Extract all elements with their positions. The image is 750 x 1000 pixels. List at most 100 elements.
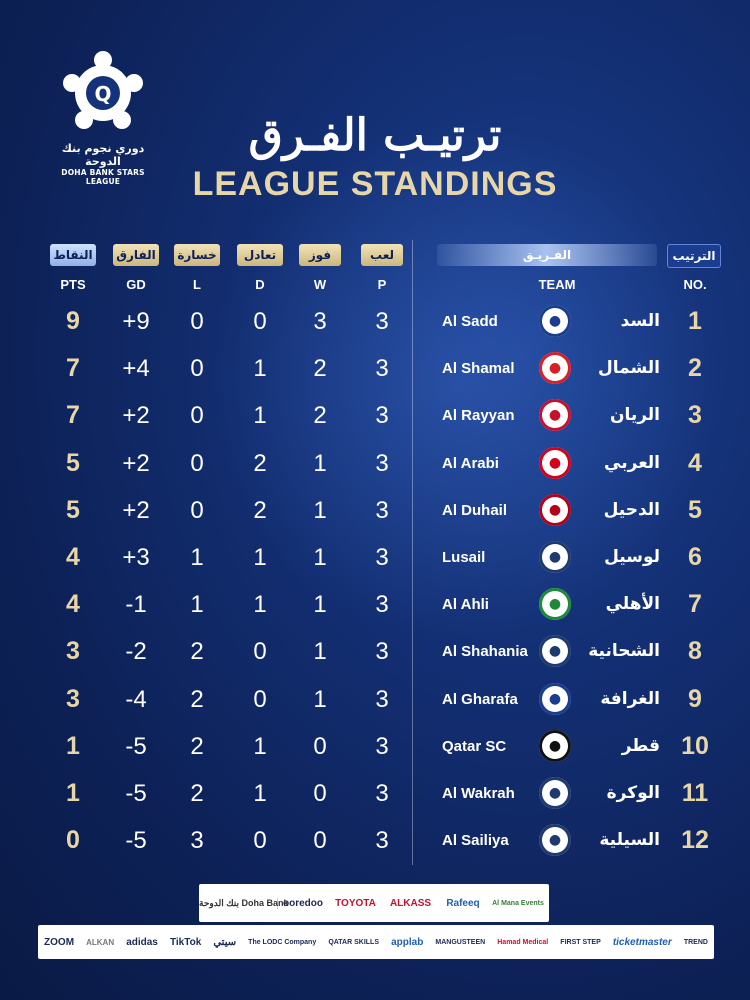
sponsor-logo: ticketmaster [612, 936, 672, 948]
wins-cell: 0 [313, 780, 327, 807]
losses-cell: 0 [190, 402, 204, 430]
team-name: Al Ahli [442, 596, 489, 614]
goal-difference-cell: +2 [122, 496, 150, 524]
team-name: Al Arabi [442, 454, 499, 472]
column-divider [412, 240, 413, 865]
team-name-arabic: الريان [609, 405, 660, 426]
goal-difference-cell: +2 [122, 449, 150, 477]
goal-difference-cell: -2 [125, 638, 147, 666]
losses-cell: 0 [190, 496, 204, 524]
team-crest-icon: ● [539, 682, 571, 715]
goal-difference-cell: +9 [122, 308, 150, 335]
played-cell: 3 [375, 827, 389, 855]
sponsor-logo: سيتي [213, 936, 237, 948]
points-cell: 1 [66, 779, 80, 807]
team-name-arabic: السيلية [599, 830, 660, 851]
logo-arabic-text: دوري نجوم بنك الدوحة [61, 142, 145, 168]
points-cell: 3 [66, 637, 80, 666]
points-cell: 3 [66, 684, 80, 713]
played-cell: 3 [375, 732, 389, 760]
points-cell: 7 [66, 354, 80, 383]
table-row: 3 -4 2 0 1 3 Al Gharafa ● الغرافة 9 [0, 676, 750, 723]
sponsor-logo: FIRST STEP [560, 938, 601, 946]
rank-number: 3 [688, 401, 702, 430]
sponsor-logo: applab [391, 936, 424, 948]
wins-cell: 1 [313, 638, 327, 666]
team-name-arabic: السد [620, 311, 660, 331]
team-crest-icon: ● [539, 352, 571, 385]
losses-cell: 2 [190, 732, 204, 760]
losses-cell: 3 [190, 827, 204, 855]
header-l-ar: خسارة [174, 244, 220, 266]
losses-cell: 2 [190, 685, 204, 713]
losses-cell: 0 [190, 308, 204, 335]
points-cell: 9 [66, 307, 80, 335]
played-cell: 3 [375, 780, 389, 807]
header-pts-ar: النقاط [50, 244, 96, 266]
rank-number: 11 [681, 779, 709, 807]
team-name-arabic: الشمال [597, 358, 660, 379]
header-w: W [313, 277, 327, 292]
rank-number: 8 [688, 637, 702, 666]
goal-difference-cell: -4 [125, 685, 147, 713]
sponsor-bar-top: بنك الدوحة Doha Bank ooredoo TOYOTA ALKA… [199, 884, 549, 922]
header-l: L [193, 277, 201, 292]
header-no: NO. [683, 277, 707, 292]
points-cell: 5 [66, 448, 80, 477]
team-name: Al Sadd [442, 313, 498, 330]
rank-number: 7 [688, 590, 702, 619]
draws-cell: 1 [253, 544, 267, 571]
team-name: Al Shamal [442, 360, 515, 378]
played-cell: 3 [375, 355, 389, 383]
points-cell: 5 [66, 495, 80, 524]
sponsor-logo: ALKAN [86, 937, 115, 947]
header-team: TEAM [538, 277, 576, 292]
star-logo-icon: Q [63, 51, 143, 129]
wins-cell: 2 [313, 355, 327, 383]
goal-difference-cell: -1 [125, 591, 147, 619]
team-crest-icon: ● [539, 729, 571, 762]
rank-number: 1 [688, 307, 702, 335]
team-crest-icon: ● [539, 635, 571, 668]
team-crest-icon: ● [539, 777, 571, 809]
wins-cell: 0 [313, 732, 327, 760]
team-name-arabic: لوسيل [604, 547, 660, 567]
wins-cell: 0 [313, 827, 327, 855]
sponsor-logo: ZOOM [44, 936, 75, 948]
table-row: 1 -5 2 1 0 3 Qatar SC ● قطر 10 [0, 723, 750, 770]
logo-english-text: DOHA BANK STARS LEAGUE [61, 168, 145, 186]
losses-cell: 2 [190, 638, 204, 666]
wins-cell: 2 [313, 402, 327, 430]
points-cell: 4 [66, 543, 80, 571]
team-name-arabic: الأهلي [605, 594, 660, 615]
losses-cell: 0 [190, 449, 204, 477]
background-glow [200, 120, 720, 640]
rank-number: 4 [688, 448, 702, 477]
table-row: 9 +9 0 0 3 3 Al Sadd ● السد 1 [0, 298, 750, 345]
rank-number: 5 [688, 495, 702, 524]
sponsor-bar-bottom: ZOOM ALKAN adidas TikTok سيتي The LODC C… [38, 925, 714, 959]
team-name: Lusail [442, 549, 486, 566]
draws-cell: 1 [253, 780, 267, 807]
header-w-ar: فوز [299, 244, 341, 266]
goal-difference-cell: +2 [122, 402, 150, 430]
team-name: Al Sailiya [442, 832, 509, 850]
team-name: Al Wakrah [442, 785, 515, 802]
sponsor-logo: TikTok [169, 936, 202, 948]
draws-cell: 1 [253, 402, 267, 430]
sponsor-logo: adidas [126, 936, 158, 948]
table-row: 7 +2 0 1 2 3 Al Rayyan ● الريان 3 [0, 392, 750, 439]
header-team-ar: الفـريـق [437, 244, 657, 266]
sponsor-logo: The LODC Company [248, 938, 317, 946]
header-p: P [377, 277, 387, 292]
team-crest-icon: ● [539, 493, 571, 526]
points-cell: 1 [66, 731, 80, 760]
table-row: 1 -5 2 1 0 3 Al Wakrah ● الوكرة 11 [0, 770, 750, 817]
header-d-ar: تعادل [237, 244, 283, 266]
team-name-arabic: الغرافة [600, 688, 660, 709]
team-name: Qatar SC [442, 737, 507, 755]
sponsor-logo: Al Mana Events [492, 899, 544, 907]
points-cell: 4 [66, 590, 80, 619]
points-cell: 0 [66, 826, 80, 855]
goal-difference-cell: +3 [122, 544, 150, 571]
